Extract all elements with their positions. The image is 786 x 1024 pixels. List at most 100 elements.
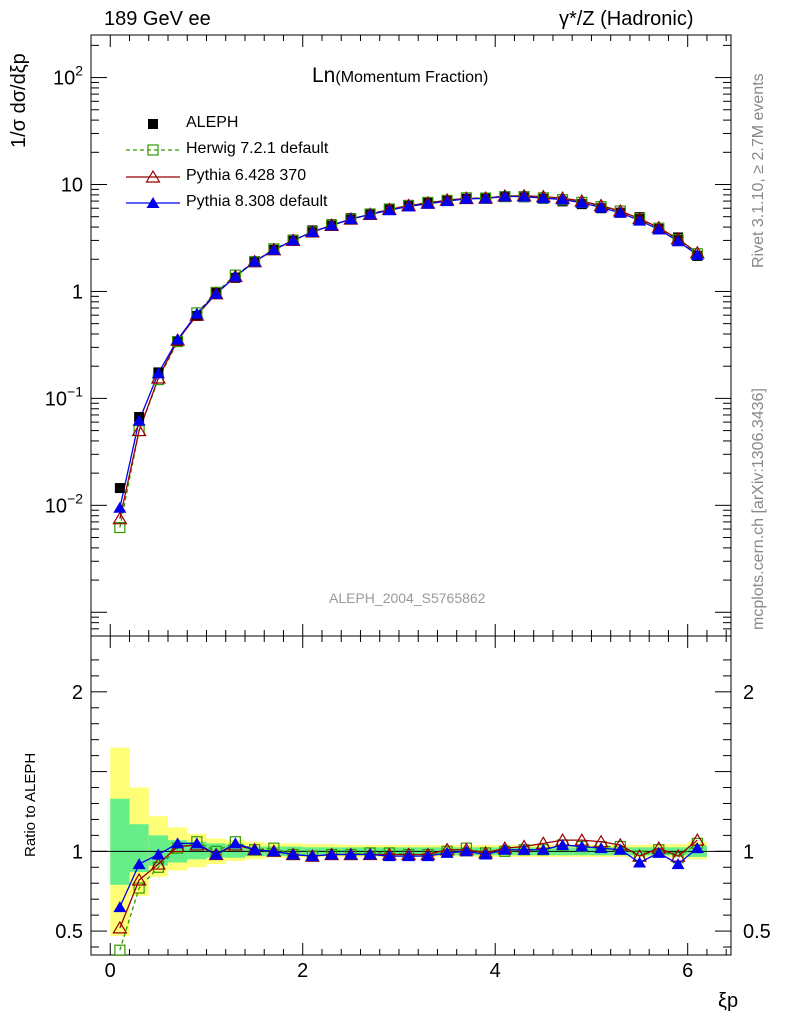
series-3-point	[209, 287, 223, 299]
analysis-id: ALEPH_2004_S5765862	[329, 590, 486, 606]
series-3-point	[190, 307, 204, 319]
ratio-3-point	[344, 848, 358, 860]
legend-marker-0	[148, 119, 158, 129]
y-tick-label: 10−1	[45, 383, 83, 410]
ratio-3-point	[305, 850, 319, 862]
ratio-tick-label: 2	[72, 682, 83, 704]
legend-label-1: Herwig 7.2.1 default	[186, 140, 329, 157]
series-3-point	[459, 192, 473, 204]
series-3-point	[286, 234, 300, 246]
series-3-point	[594, 201, 608, 213]
y-tick-label: 10	[61, 175, 83, 197]
ratio-3-point	[190, 837, 204, 849]
header-left: 189 GeV ee	[104, 8, 211, 30]
series-3-point	[171, 333, 185, 345]
x-axis-label: ξp	[718, 990, 739, 1012]
ratio-3-point	[113, 901, 127, 913]
stat-uncertainty-band	[110, 798, 130, 885]
ratio-tick-label: 1	[743, 841, 754, 863]
series-1-point	[114, 521, 126, 534]
ratio-1-point	[133, 882, 145, 894]
ratio-2-point	[131, 872, 147, 886]
series-3-point	[613, 206, 627, 218]
ratio-3-point	[459, 845, 473, 857]
ratio-3-point	[479, 848, 493, 860]
ratio-plot-frame	[90, 635, 732, 956]
series-2-point	[131, 423, 147, 437]
ratio-axis-label: Ratio to ALEPH	[22, 752, 39, 857]
ratio-3-point	[652, 846, 666, 858]
ratio-tick-label: 2	[743, 682, 754, 704]
series-3-point	[536, 192, 550, 204]
header-right: γ*/Z (Hadronic)	[559, 8, 694, 30]
ratio-3-point	[633, 856, 647, 868]
series-3-point	[113, 501, 127, 513]
ratio-tick-label: 1	[72, 841, 83, 863]
ratio-1-point	[114, 944, 126, 956]
legend-label-2: Pythia 6.428 370	[186, 167, 307, 184]
series-3-point	[440, 195, 454, 207]
x-tick-label: 0	[105, 960, 116, 982]
ratio-3-point	[228, 837, 242, 849]
ratio-3-point	[382, 850, 396, 862]
y-axis-label-text: 1/σ dσ/dξp	[8, 53, 30, 148]
ratio-3-point	[690, 842, 704, 854]
mcplots-label: mcplots.cern.ch [arXiv:1306.3436]	[750, 388, 767, 630]
ratio-3-point	[575, 840, 589, 852]
ratio-3-point	[498, 843, 512, 855]
series-2-point	[112, 511, 128, 525]
ratio-3-point	[248, 843, 262, 855]
y-tick-label: 10−2	[45, 490, 83, 517]
series-3-point	[517, 190, 531, 202]
series-3-point	[132, 414, 146, 426]
ratio-3-point	[363, 848, 377, 860]
series-3-point	[652, 223, 666, 235]
series-3-point	[556, 193, 570, 205]
x-tick-label: 6	[682, 960, 693, 982]
ratio-3-point	[171, 837, 185, 849]
series-3-point	[228, 270, 242, 282]
series-3-point	[325, 219, 339, 231]
series-3-point	[402, 200, 416, 212]
series-3-point	[575, 196, 589, 208]
ratio-3-point	[151, 848, 165, 860]
series-0-point	[114, 483, 125, 494]
ratio-3-point	[286, 848, 300, 860]
y-tick-label: 1	[72, 281, 83, 303]
series-3-point	[671, 235, 685, 247]
ratio-tick-label: 0.5	[743, 921, 771, 943]
series-3-point	[267, 243, 281, 255]
ratio-3-point	[613, 843, 627, 855]
series-3-point	[151, 367, 165, 379]
ratio-tick-label: 0.5	[55, 921, 83, 943]
ratio-2-point	[112, 920, 128, 934]
x-tick-label: 4	[490, 960, 501, 982]
legend-label-0: ALEPH	[186, 114, 239, 131]
series-3-point	[344, 213, 358, 225]
ratio-3-point	[325, 848, 339, 860]
y-axis-label: 1/σ dσ/dξp	[8, 53, 31, 148]
series-line-1	[119, 195, 698, 528]
ratio-3-point	[132, 858, 146, 870]
x-tick-label: 2	[297, 960, 308, 982]
series-line-3	[119, 195, 698, 508]
ratio-3-point	[402, 850, 416, 862]
ratio-3-point	[671, 858, 685, 870]
series-3-point	[421, 197, 435, 209]
y-tick-label: 102	[53, 63, 83, 90]
plot-title-sub: (Momentum Fraction)	[335, 69, 489, 86]
ratio-3-point	[556, 838, 570, 850]
series-3-point	[690, 248, 704, 260]
series-3-point	[633, 214, 647, 226]
ratio-3-point	[536, 843, 550, 855]
ratio-2-point	[150, 856, 166, 870]
legend-marker-2	[145, 169, 161, 183]
series-3-point	[382, 204, 396, 216]
ratio-3-point	[421, 850, 435, 862]
series-3-point	[305, 225, 319, 237]
legend-marker-3	[146, 197, 160, 208]
ratio-3-point	[267, 845, 281, 857]
plot-title: Ln(Momentum Fraction)	[312, 64, 488, 88]
plot-title-main: Ln	[312, 64, 336, 87]
